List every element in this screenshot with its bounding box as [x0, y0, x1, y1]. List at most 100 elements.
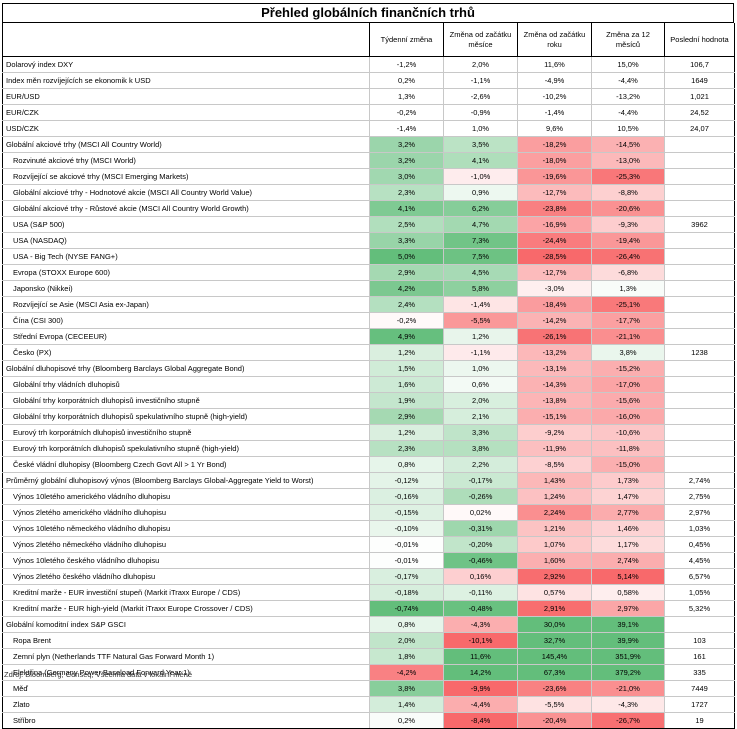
row-value: -3,0%: [517, 280, 592, 297]
row-value: 2,74%: [591, 552, 665, 569]
row-value: 2,9%: [369, 264, 444, 281]
table-row: Eurový trh korporátních dluhopisů invest…: [2, 424, 735, 441]
row-last-value: [664, 312, 735, 329]
row-value: 7,3%: [443, 232, 518, 249]
row-value: -0,17%: [369, 568, 444, 585]
row-last-value: [664, 248, 735, 265]
row-value: -28,5%: [517, 248, 592, 265]
row-last-value: [664, 616, 735, 633]
row-value: -0,12%: [369, 472, 444, 489]
row-value: -1,2%: [369, 56, 444, 73]
market-table: Týdenní změna Změna od začátku měsíce Zm…: [2, 23, 735, 729]
row-last-value: [664, 392, 735, 409]
row-name: Rozvinuté akciové trhy (MSCI World): [2, 152, 370, 169]
row-value: -15,1%: [517, 408, 592, 425]
row-value: -0,46%: [443, 552, 518, 569]
row-value: -24,4%: [517, 232, 592, 249]
row-last-value: [664, 200, 735, 217]
row-name: Eurový trh korporátních dluhopisů invest…: [2, 424, 370, 441]
row-value: 2,5%: [369, 216, 444, 233]
row-name: Střední Evropa (CECEEUR): [2, 328, 370, 345]
row-value: -26,4%: [591, 248, 665, 265]
row-name: Ropa Brent: [2, 632, 370, 649]
row-value: -5,5%: [517, 696, 592, 713]
row-value: 3,2%: [369, 152, 444, 169]
table-row: Výnos 10letého amerického vládního dluho…: [2, 488, 735, 505]
row-value: 14,2%: [443, 664, 518, 681]
row-value: 9,6%: [517, 120, 592, 137]
row-value: 7,5%: [443, 248, 518, 265]
table-row: Rozvíjející se akciové trhy (MSCI Emergi…: [2, 168, 735, 185]
table-row: Zlato 1,4% -4,4% -5,5% -4,3% 1727: [2, 696, 735, 713]
row-last-value: 0,45%: [664, 536, 735, 553]
row-value: -1,1%: [443, 344, 518, 361]
row-name: Globální trhy korporátních dluhopisů inv…: [2, 392, 370, 409]
row-value: -8,5%: [517, 456, 592, 473]
row-value: -15,2%: [591, 360, 665, 377]
table-row: Globální trhy korporátních dluhopisů inv…: [2, 392, 735, 409]
row-name: Rozvíjející se Asie (MSCI Asia ex-Japan): [2, 296, 370, 313]
row-value: -18,0%: [517, 152, 592, 169]
row-value: -8,8%: [591, 184, 665, 201]
row-value: 2,3%: [369, 440, 444, 457]
row-value: -13,2%: [517, 344, 592, 361]
row-value: 32,7%: [517, 632, 592, 649]
row-value: 30,0%: [517, 616, 592, 633]
row-value: 2,0%: [369, 632, 444, 649]
row-last-value: 2,97%: [664, 504, 735, 521]
row-value: -10,6%: [591, 424, 665, 441]
row-value: 0,6%: [443, 376, 518, 393]
row-value: 0,8%: [369, 616, 444, 633]
table-row: Výnos 10letého německého vládního dluhop…: [2, 520, 735, 537]
row-value: -13,8%: [517, 392, 592, 409]
table-row: Ropa Brent 2,0% -10,1% 32,7% 39,9% 103: [2, 632, 735, 649]
header-name: [2, 23, 370, 57]
row-value: 1,73%: [591, 472, 665, 489]
row-last-value: 1,05%: [664, 584, 735, 601]
row-value: 0,2%: [369, 72, 444, 89]
row-last-value: [664, 360, 735, 377]
row-value: 351,9%: [591, 648, 665, 665]
table-row: Stříbro 0,2% -8,4% -20,4% -26,7% 19: [2, 712, 735, 729]
row-value: 15,0%: [591, 56, 665, 73]
table-row: EUR/CZK -0,2% -0,9% -1,4% -4,4% 24,52: [2, 104, 735, 121]
table-row: Evropa (STOXX Europe 600) 2,9% 4,5% -12,7% -…: [2, 264, 735, 281]
row-value: -19,6%: [517, 168, 592, 185]
row-name: Globální akciové trhy - Hodnotové akcie …: [2, 184, 370, 201]
row-value: 4,2%: [369, 280, 444, 297]
row-value: -4,4%: [591, 104, 665, 121]
row-value: 1,17%: [591, 536, 665, 553]
table-row: Střední Evropa (CECEEUR) 4,9% 1,2% -26,1% -2…: [2, 328, 735, 345]
row-value: -26,1%: [517, 328, 592, 345]
row-last-value: [664, 280, 735, 297]
row-last-value: 6,57%: [664, 568, 735, 585]
table-row: Dolarový index DXY -1,2% 2,0% 11,6% 15,0% 106…: [2, 56, 735, 73]
table-row: Eurový trh korporátních dluhopisů spekul…: [2, 440, 735, 457]
table-row: Globální akciové trhy (MSCI All Country …: [2, 136, 735, 153]
row-last-value: [664, 184, 735, 201]
row-name: USA (NASDAQ): [2, 232, 370, 249]
table-row: České vládní dluhopisy (Bloomberg Czech …: [2, 456, 735, 473]
row-value: 1,43%: [517, 472, 592, 489]
row-value: 0,57%: [517, 584, 592, 601]
row-value: 39,1%: [591, 616, 665, 633]
row-last-value: [664, 296, 735, 313]
row-value: -17,0%: [591, 376, 665, 393]
row-last-value: [664, 264, 735, 281]
table-row: Výnos 2letého amerického vládního dluhop…: [2, 504, 735, 521]
table-row: Globální akciové trhy - Hodnotové akcie …: [2, 184, 735, 201]
row-value: -12,7%: [517, 184, 592, 201]
row-value: -9,2%: [517, 424, 592, 441]
row-value: -14,5%: [591, 136, 665, 153]
table-row: USA (NASDAQ) 3,3% 7,3% -24,4% -19,4%: [2, 232, 735, 249]
row-value: -16,9%: [517, 216, 592, 233]
row-value: 0,9%: [443, 184, 518, 201]
source-note: Zdroj: Bloomberg, Conseq; Všechna data v…: [4, 670, 193, 679]
row-name: Výnos 10letého německého vládního dluhop…: [2, 520, 370, 537]
row-value: -1,4%: [369, 120, 444, 137]
table-row: Globální trhy vládních dluhopisů 1,6% 0,6%…: [2, 376, 735, 393]
row-value: -4,2%: [369, 664, 444, 681]
row-value: -0,01%: [369, 536, 444, 553]
row-value: -11,9%: [517, 440, 592, 457]
row-value: -15,6%: [591, 392, 665, 409]
